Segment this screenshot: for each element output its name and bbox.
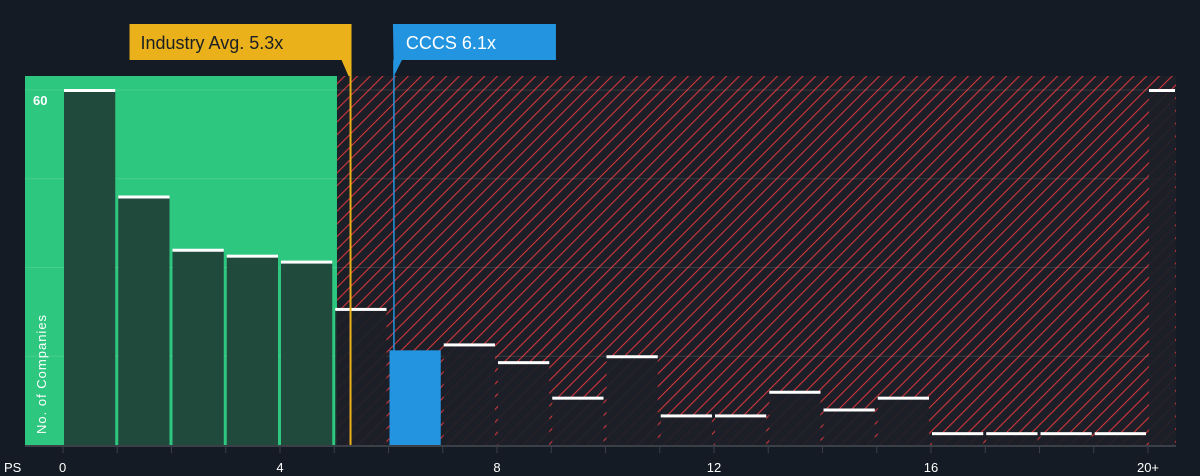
x-tick-label: 20+ [1137,460,1159,475]
histogram-bar [226,255,278,445]
histogram-bar [281,261,333,445]
bar-top-line [118,195,170,199]
bar-top-line [986,432,1038,436]
bar-top-line [552,396,604,400]
histogram-bar [606,356,658,445]
company-callout: CCCS 6.1x [392,24,556,76]
histogram-bar [172,249,224,445]
histogram-bar [498,362,550,445]
bar-top-line [606,355,658,359]
histogram-bar [118,196,170,445]
bar-top-line [443,343,495,347]
x-tick-label: 4 [276,460,283,475]
bar-top-line [226,254,278,258]
histogram-bar [389,350,441,445]
x-tick-label: 12 [707,460,721,475]
y-tick-label: 60 [33,93,47,108]
histogram-bar [660,415,712,445]
bar-top-line [1149,89,1175,92]
bar-top-line [660,414,712,418]
bar-top-line [64,89,116,92]
histogram-bar [986,433,1038,445]
bar-top-line [281,260,333,264]
industry-avg-label: Industry Avg. 5.3x [141,33,284,53]
histogram-bar [769,391,821,445]
x-axis-label: PS [4,460,22,475]
x-tick-label: 16 [924,460,938,475]
bar-top-line [498,361,550,365]
histogram-bar [1094,433,1146,445]
bar-top-line [823,408,875,412]
company-label: CCCS 6.1x [406,33,496,53]
bar-top-line [1040,432,1092,436]
histogram-bar [443,344,495,445]
bar-top-line [1094,432,1146,436]
bar-top-line [172,248,224,252]
histogram-bar [552,397,604,445]
bar-top-line [769,390,821,394]
bar-top-line [877,396,929,400]
x-tick-label: 8 [493,460,500,475]
histogram-bar [335,308,387,445]
histogram-bar [1040,433,1092,445]
bar-top-line [932,432,984,436]
y-axis-label: No. of Companies [34,314,49,434]
histogram-bar [823,409,875,445]
histogram-bar [1149,90,1175,445]
x-tick-label: 0 [59,460,66,475]
histogram-bar [64,90,116,445]
bar-top-line [715,414,767,418]
bar-top-line [335,307,387,311]
histogram-bar [932,433,984,445]
industry-avg-callout: Industry Avg. 5.3x [129,24,352,76]
histogram-bar [715,415,767,445]
histogram-bar [877,397,929,445]
